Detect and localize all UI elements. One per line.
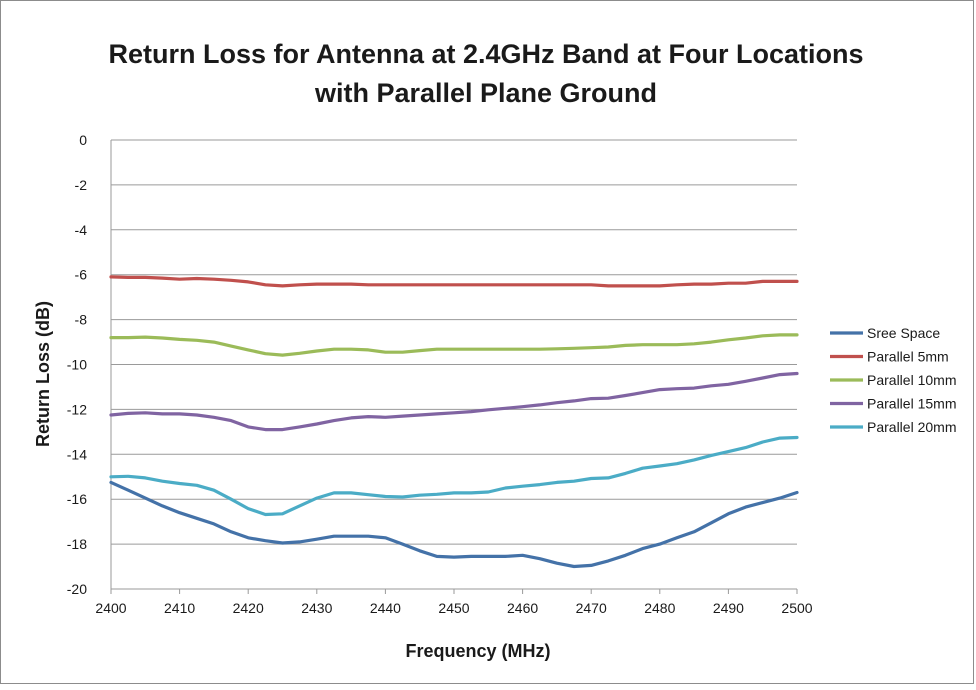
legend-label-parallel-15mm: Parallel 15mm (867, 396, 956, 412)
series-line-parallel-5mm (109, 275, 799, 288)
x-tick-label: 2410 (164, 600, 195, 616)
x-tick-label: 2470 (576, 600, 607, 616)
y-tick-label: -18 (67, 536, 87, 552)
x-axis-label: Frequency (MHz) (405, 641, 550, 661)
series-lines (109, 275, 799, 569)
y-tick-label: 0 (79, 132, 87, 148)
x-tick-label: 2430 (301, 600, 332, 616)
y-tick-label: -14 (67, 446, 87, 462)
y-tick-label: -4 (75, 222, 88, 238)
series-line-parallel-15mm (109, 371, 799, 432)
x-tick-label: 2450 (438, 600, 469, 616)
y-tick-label: -6 (75, 267, 88, 283)
x-tick-label: 2440 (370, 600, 401, 616)
series-line-parallel-10mm (109, 333, 799, 357)
legend-label-parallel-5mm: Parallel 5mm (867, 349, 949, 365)
x-tick-label: 2420 (233, 600, 264, 616)
legend-label-parallel-10mm: Parallel 10mm (867, 372, 956, 388)
legend-label-parallel-20mm: Parallel 20mm (867, 419, 956, 435)
x-tick-labels: 2400 2410 2420 2430 2440 2450 2460 2470 2480 2490… (95, 600, 812, 616)
x-tick-label: 2490 (713, 600, 744, 616)
x-tick-label: 2400 (95, 600, 126, 616)
chart-title-line-1: Return Loss for Antenna at 2.4GHz Band a… (108, 39, 863, 69)
legend: Sree Space Parallel 5mm Parallel 10mm Paral… (830, 325, 956, 435)
series-line-parallel-20mm (109, 435, 799, 517)
chart-title-line-2: with Parallel Plane Ground (314, 78, 657, 108)
y-axis-label: Return Loss (dB) (33, 301, 53, 447)
chart-title: Return Loss for Antenna at 2.4GHz Band a… (108, 39, 863, 108)
gridlines (110, 139, 798, 594)
series-line-sree-space (109, 480, 799, 569)
y-tick-label: -10 (67, 357, 87, 373)
y-tick-label: -12 (67, 401, 87, 417)
y-tick-label: -8 (75, 312, 88, 328)
legend-label-sree-space: Sree Space (867, 325, 940, 341)
y-tick-labels: 0 -2 -4 -6 -8 -10 -12 -14 -16 -18 -20 (67, 132, 87, 597)
x-tick-label: 2480 (644, 600, 675, 616)
y-tick-label: -20 (67, 581, 87, 597)
y-tick-label: -16 (67, 491, 87, 507)
x-tick-label: 2500 (781, 600, 812, 616)
x-tick-label: 2460 (507, 600, 538, 616)
y-tick-label: -2 (75, 177, 88, 193)
